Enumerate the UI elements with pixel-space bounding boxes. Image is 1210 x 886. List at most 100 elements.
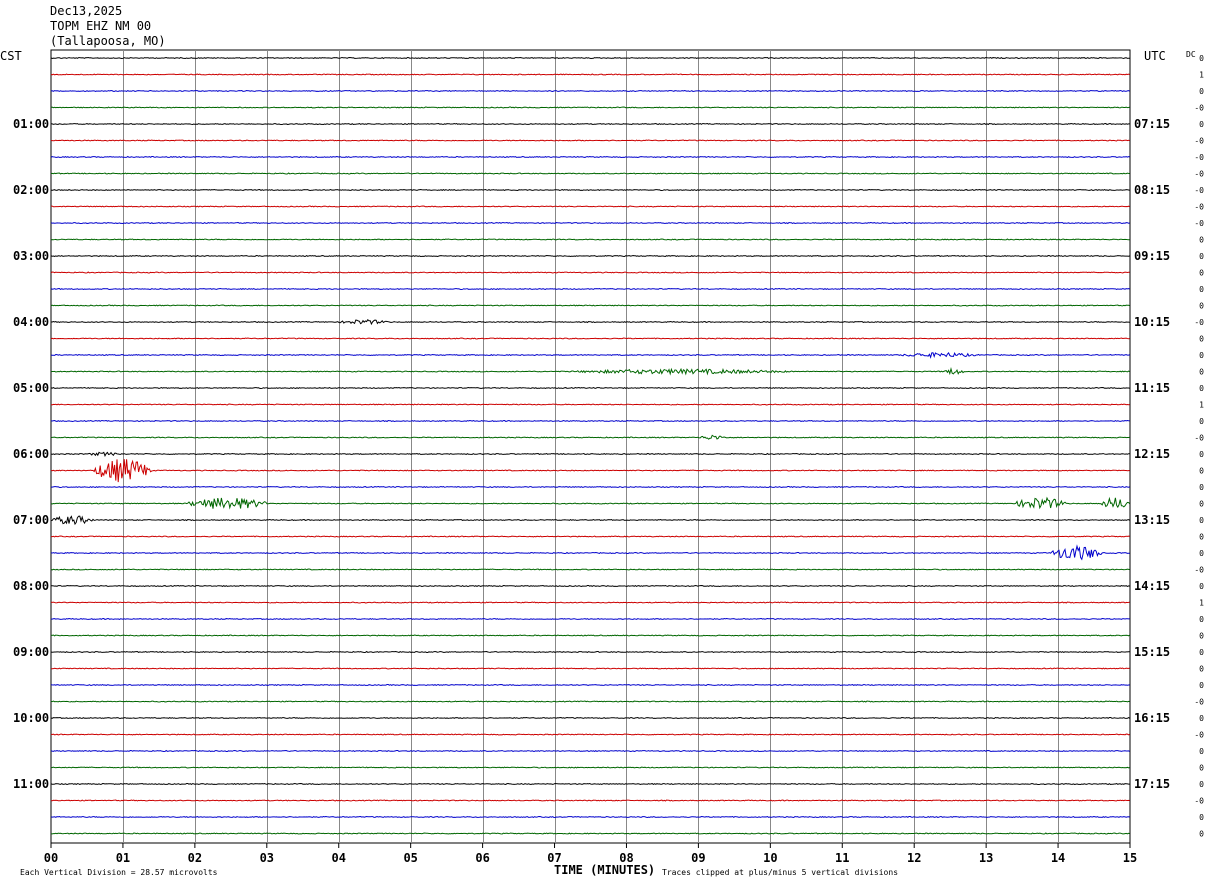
seismic-trace <box>50 139 1130 142</box>
x-tick-label: 00 <box>44 851 58 865</box>
seismic-trace <box>50 832 1130 835</box>
left-hour-label: 05:00 <box>13 381 49 395</box>
footer-scale-note: Each Vertical Division = 28.57 microvolt… <box>20 868 218 877</box>
dc-offset-value: -0 <box>1194 566 1204 575</box>
dc-offset-value: -0 <box>1194 170 1204 179</box>
seismic-trace <box>50 496 1131 510</box>
dc-offset-value: 0 <box>1199 681 1204 690</box>
seismic-trace <box>50 366 1131 376</box>
right-hour-label: 12:15 <box>1134 447 1170 461</box>
seismic-trace <box>50 89 1130 93</box>
dc-offset-value: -0 <box>1194 153 1204 162</box>
seismic-trace <box>50 700 1130 703</box>
seismic-trace <box>50 106 1130 109</box>
left-hour-label: 11:00 <box>13 777 49 791</box>
x-tick-label: 10 <box>763 851 777 865</box>
left-hour-label: 03:00 <box>13 249 49 263</box>
trace-group <box>50 56 1131 835</box>
dc-offset-value: -0 <box>1194 104 1204 113</box>
seismic-trace <box>50 287 1130 291</box>
seismic-trace <box>50 459 1130 483</box>
dc-offset-value: -0 <box>1194 797 1204 806</box>
dc-offset-value: -0 <box>1194 203 1204 212</box>
dc-offset-value: 0 <box>1199 549 1204 558</box>
seismic-trace <box>50 238 1130 241</box>
left-hour-label: 09:00 <box>13 645 49 659</box>
dc-offset-value: 0 <box>1199 417 1204 426</box>
dc-offset-value: 0 <box>1199 335 1204 344</box>
seismic-trace <box>50 122 1130 126</box>
dc-offset-value: -0 <box>1194 698 1204 707</box>
dc-offset-value: 0 <box>1199 302 1204 311</box>
left-hour-labels: 01:00 02:00 03:00 04:00 05:00 06:00 07:00 08:00… <box>13 117 49 791</box>
dc-offset-value: 0 <box>1199 830 1204 839</box>
seismic-trace <box>50 155 1130 159</box>
seismic-trace <box>50 617 1130 621</box>
seismic-trace <box>50 434 1130 440</box>
header-date: Dec13,2025 <box>50 4 122 18</box>
seismic-trace <box>50 535 1130 538</box>
x-tick-label: 01 <box>116 851 130 865</box>
seismic-trace <box>50 733 1130 736</box>
seismic-trace <box>50 650 1130 654</box>
x-tick-label: 11 <box>835 851 849 865</box>
dc-offset-value: 0 <box>1199 483 1204 492</box>
right-hour-label: 08:15 <box>1134 183 1170 197</box>
dc-offset-value: 0 <box>1199 252 1204 261</box>
seismic-trace <box>50 419 1130 423</box>
dc-offset-value: 0 <box>1199 533 1204 542</box>
plot-border <box>50 49 1131 844</box>
left-hour-label: 02:00 <box>13 183 49 197</box>
dc-offset-value: 0 <box>1199 450 1204 459</box>
dc-offset-value: -0 <box>1194 731 1204 740</box>
seismic-trace <box>50 634 1131 637</box>
dc-offset-value: 0 <box>1199 615 1204 624</box>
x-tick-label: 09 <box>691 851 705 865</box>
dc-offset-value: -0 <box>1194 137 1204 146</box>
footer-clip-note: Traces clipped at plus/minus 5 vertical … <box>662 868 898 877</box>
seismic-trace <box>50 799 1130 802</box>
seismic-trace <box>50 172 1130 175</box>
dc-offset-value: 0 <box>1199 780 1204 789</box>
dc-offset-value: -0 <box>1194 434 1204 443</box>
right-hour-label: 07:15 <box>1134 117 1170 131</box>
x-axis-ticks: 00 01 02 03 04 05 06 07 08 09 10 11 12 13 14 15 <box>44 843 1137 865</box>
dc-offset-value: 0 <box>1199 632 1204 641</box>
seismic-trace <box>50 403 1130 406</box>
seismic-trace <box>50 749 1130 753</box>
left-hour-label: 01:00 <box>13 117 49 131</box>
dc-offset-value: 0 <box>1199 285 1204 294</box>
right-timezone-label: UTC <box>1144 49 1166 63</box>
header-station: TOPM EHZ NM 00 <box>50 19 151 33</box>
dc-offset-value: 0 <box>1199 54 1204 63</box>
seismic-trace <box>50 271 1130 274</box>
seismic-trace <box>50 318 1130 326</box>
dc-offset-value: 1 <box>1199 71 1204 80</box>
seismic-trace <box>50 544 1130 561</box>
right-hour-label: 09:15 <box>1134 249 1170 263</box>
x-tick-label: 03 <box>260 851 274 865</box>
right-hour-label: 10:15 <box>1134 315 1170 329</box>
dc-offset-value: 0 <box>1199 714 1204 723</box>
dc-offset-value: 0 <box>1199 368 1204 377</box>
right-hour-label: 16:15 <box>1134 711 1170 725</box>
seismic-trace <box>50 188 1130 192</box>
dc-offset-value: -0 <box>1194 318 1204 327</box>
x-tick-label: 04 <box>332 851 346 865</box>
dc-offset-value: 0 <box>1199 384 1204 393</box>
dc-offset-value: 0 <box>1199 516 1204 525</box>
x-tick-label: 14 <box>1051 851 1065 865</box>
seismic-trace <box>50 386 1130 390</box>
dc-offset-value: 0 <box>1199 582 1204 591</box>
dc-offset-value: -0 <box>1194 219 1204 228</box>
seismic-trace <box>50 568 1130 571</box>
seismic-trace <box>50 766 1130 769</box>
header-location: (Tallapoosa, MO) <box>50 34 166 48</box>
dc-offset-value: 0 <box>1199 269 1204 278</box>
time-grid <box>50 49 1131 844</box>
seismic-trace <box>50 73 1130 76</box>
seismic-trace <box>50 352 1130 359</box>
left-hour-label: 07:00 <box>13 513 49 527</box>
right-hour-label: 11:15 <box>1134 381 1170 395</box>
